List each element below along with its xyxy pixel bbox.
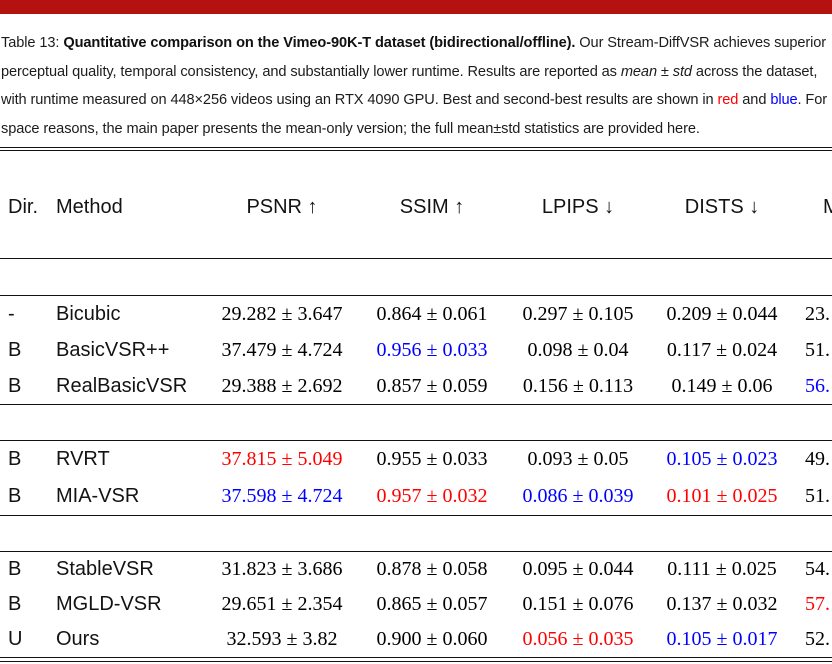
cell-direction: U (8, 628, 23, 650)
cell-psnr: 37.479 ± 4.724 (221, 338, 343, 361)
table-row: B RVRT 37.815 ± 5.049 0.955 ± 0.033 0.093 ± … (0, 441, 832, 478)
cell-dists: 0.149 ± 0.06 (671, 374, 773, 397)
table-header-row: Dir. Method PSNR ↑ SSIM ↑ LPIPS ↓ DISTS … (0, 151, 832, 258)
page-accent-bar (0, 0, 832, 14)
header-ssim: SSIM ↑ (399, 196, 465, 218)
header-method: Method (56, 196, 123, 218)
cell-psnr: 29.282 ± 3.647 (221, 302, 343, 325)
cell-dists: 0.117 ± 0.024 (666, 338, 778, 361)
cell-last-clipped: 57. (805, 593, 830, 615)
cell-psnr: 29.651 ± 2.354 (221, 593, 343, 615)
cell-method-name: BasicVSR++ (56, 338, 170, 361)
cell-psnr: 31.823 ± 3.686 (221, 558, 343, 580)
cell-dists: 0.105 ± 0.023 (666, 448, 778, 470)
header-bottom-rule (0, 258, 832, 259)
cell-lpips: 0.095 ± 0.044 (522, 558, 634, 580)
header-psnr: PSNR ↑ (246, 196, 318, 218)
cell-last-clipped: 49. (805, 448, 830, 470)
cell-ssim: 0.865 ± 0.057 (376, 593, 488, 615)
table-row: B StableVSR 31.823 ± 3.686 0.878 ± 0.058 0.0… (0, 552, 832, 587)
caption-italic-phrase: mean ± std (620, 63, 692, 80)
cell-ssim: 0.957 ± 0.032 (376, 485, 488, 507)
cell-dists: 0.101 ± 0.025 (666, 485, 778, 507)
header-dir: Dir. (8, 196, 38, 218)
cell-lpips: 0.156 ± 0.113 (522, 374, 634, 397)
cell-method-name: RealBasicVSR (56, 374, 188, 397)
cell-dists: 0.137 ± 0.032 (666, 593, 778, 615)
cell-last-clipped: 51. (805, 485, 830, 507)
cell-direction: - (8, 302, 15, 325)
cell-lpips: 0.151 ± 0.076 (522, 593, 634, 615)
cell-ssim: 0.878 ± 0.058 (376, 558, 488, 580)
cell-lpips: 0.098 ± 0.04 (527, 338, 629, 361)
group-spacer (0, 405, 832, 440)
table-group-1: B RVRT 37.815 ± 5.049 0.955 ± 0.033 0.093 ± … (0, 441, 832, 515)
caption-line-1: Table 13: Quantitative comparison on the… (1, 35, 827, 51)
table-caption: Table 13: Quantitative comparison on the… (1, 29, 831, 143)
cell-ssim: 0.857 ± 0.059 (376, 374, 488, 397)
table-group-0: - Bicubic 29.282 ± 3.647 0.864 ± 0.061 0.297… (0, 296, 832, 404)
table-row: B MIA-VSR 37.598 ± 4.724 0.957 ± 0.032 0.086… (0, 478, 832, 515)
cell-dists: 0.105 ± 0.017 (666, 628, 778, 650)
cell-direction: B (8, 374, 22, 397)
cell-last-clipped: 52. (805, 628, 830, 650)
cell-psnr: 37.815 ± 5.049 (221, 448, 343, 470)
table-row: U Ours 32.593 ± 3.82 0.900 ± 0.060 0.056 ± 0… (0, 622, 832, 657)
caption-line-3: with runtime measured on 448×256 videos … (1, 92, 828, 108)
cell-psnr: 29.388 ± 2.692 (221, 374, 343, 397)
group-bottom-rule (0, 515, 832, 516)
group-top-rule (0, 295, 832, 296)
cell-psnr: 37.598 ± 4.724 (221, 485, 343, 507)
cell-dists: 0.111 ± 0.025 (667, 558, 777, 580)
cell-method-name: StableVSR (56, 558, 154, 580)
cell-direction: B (8, 485, 22, 507)
cell-method-name: MGLD-VSR (56, 593, 162, 615)
header-dists: DISTS ↓ (684, 196, 760, 218)
table-group-2: B StableVSR 31.823 ± 3.686 0.878 ± 0.058 0.0… (0, 552, 832, 657)
cell-method-name: Bicubic (56, 302, 121, 325)
caption-table-label: Table 13: (1, 35, 60, 51)
cell-ssim: 0.955 ± 0.033 (376, 448, 488, 470)
cell-direction: B (8, 338, 22, 361)
cell-direction: B (8, 558, 22, 580)
results-table: Dir. Method PSNR ↑ SSIM ↑ LPIPS ↓ DISTS … (0, 147, 832, 662)
cell-lpips: 0.056 ± 0.035 (522, 628, 634, 650)
caption-blue-word: blue (770, 92, 798, 108)
cell-psnr: 32.593 ± 3.82 (226, 628, 338, 650)
header-last-clipped: M (823, 196, 832, 218)
caption-red-word: red (717, 92, 739, 108)
cell-lpips: 0.093 ± 0.05 (527, 448, 629, 470)
cell-last-clipped: 23. (805, 302, 830, 325)
cell-last-clipped: 51. (805, 338, 830, 361)
group-top-rule (0, 551, 832, 552)
cell-lpips: 0.297 ± 0.105 (522, 302, 634, 325)
table-top-rule (0, 147, 832, 151)
table-row: B MGLD-VSR 29.651 ± 2.354 0.865 ± 0.057 0.15… (0, 587, 832, 622)
cell-last-clipped: 56. (805, 374, 830, 397)
caption-bold-title: Quantitative comparison on the Vimeo-90K… (63, 35, 576, 51)
cell-dists: 0.209 ± 0.044 (666, 302, 778, 325)
cell-last-clipped: 54. (805, 558, 830, 580)
caption-line-2: perceptual quality, temporal consistency… (1, 63, 818, 80)
table-row: B RealBasicVSR 29.388 ± 2.692 0.857 ± 0.059… (0, 368, 832, 404)
caption-line-4: space reasons, the main paper presents t… (1, 120, 700, 137)
table-bottom-rule (0, 657, 832, 662)
group-bottom-rule (0, 404, 832, 405)
cell-ssim: 0.864 ± 0.061 (376, 302, 488, 325)
cell-method-name: MIA-VSR (56, 485, 140, 507)
cell-ssim: 0.900 ± 0.060 (376, 628, 488, 650)
cell-lpips: 0.086 ± 0.039 (522, 485, 634, 507)
group-top-rule (0, 440, 832, 441)
cell-method-name: RVRT (56, 448, 110, 470)
header-lpips: LPIPS ↓ (541, 196, 615, 218)
table-row: - Bicubic 29.282 ± 3.647 0.864 ± 0.061 0.297… (0, 296, 832, 332)
group-spacer (0, 516, 832, 551)
cell-ssim: 0.956 ± 0.033 (376, 338, 488, 361)
group-spacer (0, 259, 832, 295)
cell-method-name: Ours (56, 628, 100, 650)
table-row: B BasicVSR++ 37.479 ± 4.724 0.956 ± 0.033 0.… (0, 332, 832, 368)
cell-direction: B (8, 593, 22, 615)
cell-direction: B (8, 448, 22, 470)
